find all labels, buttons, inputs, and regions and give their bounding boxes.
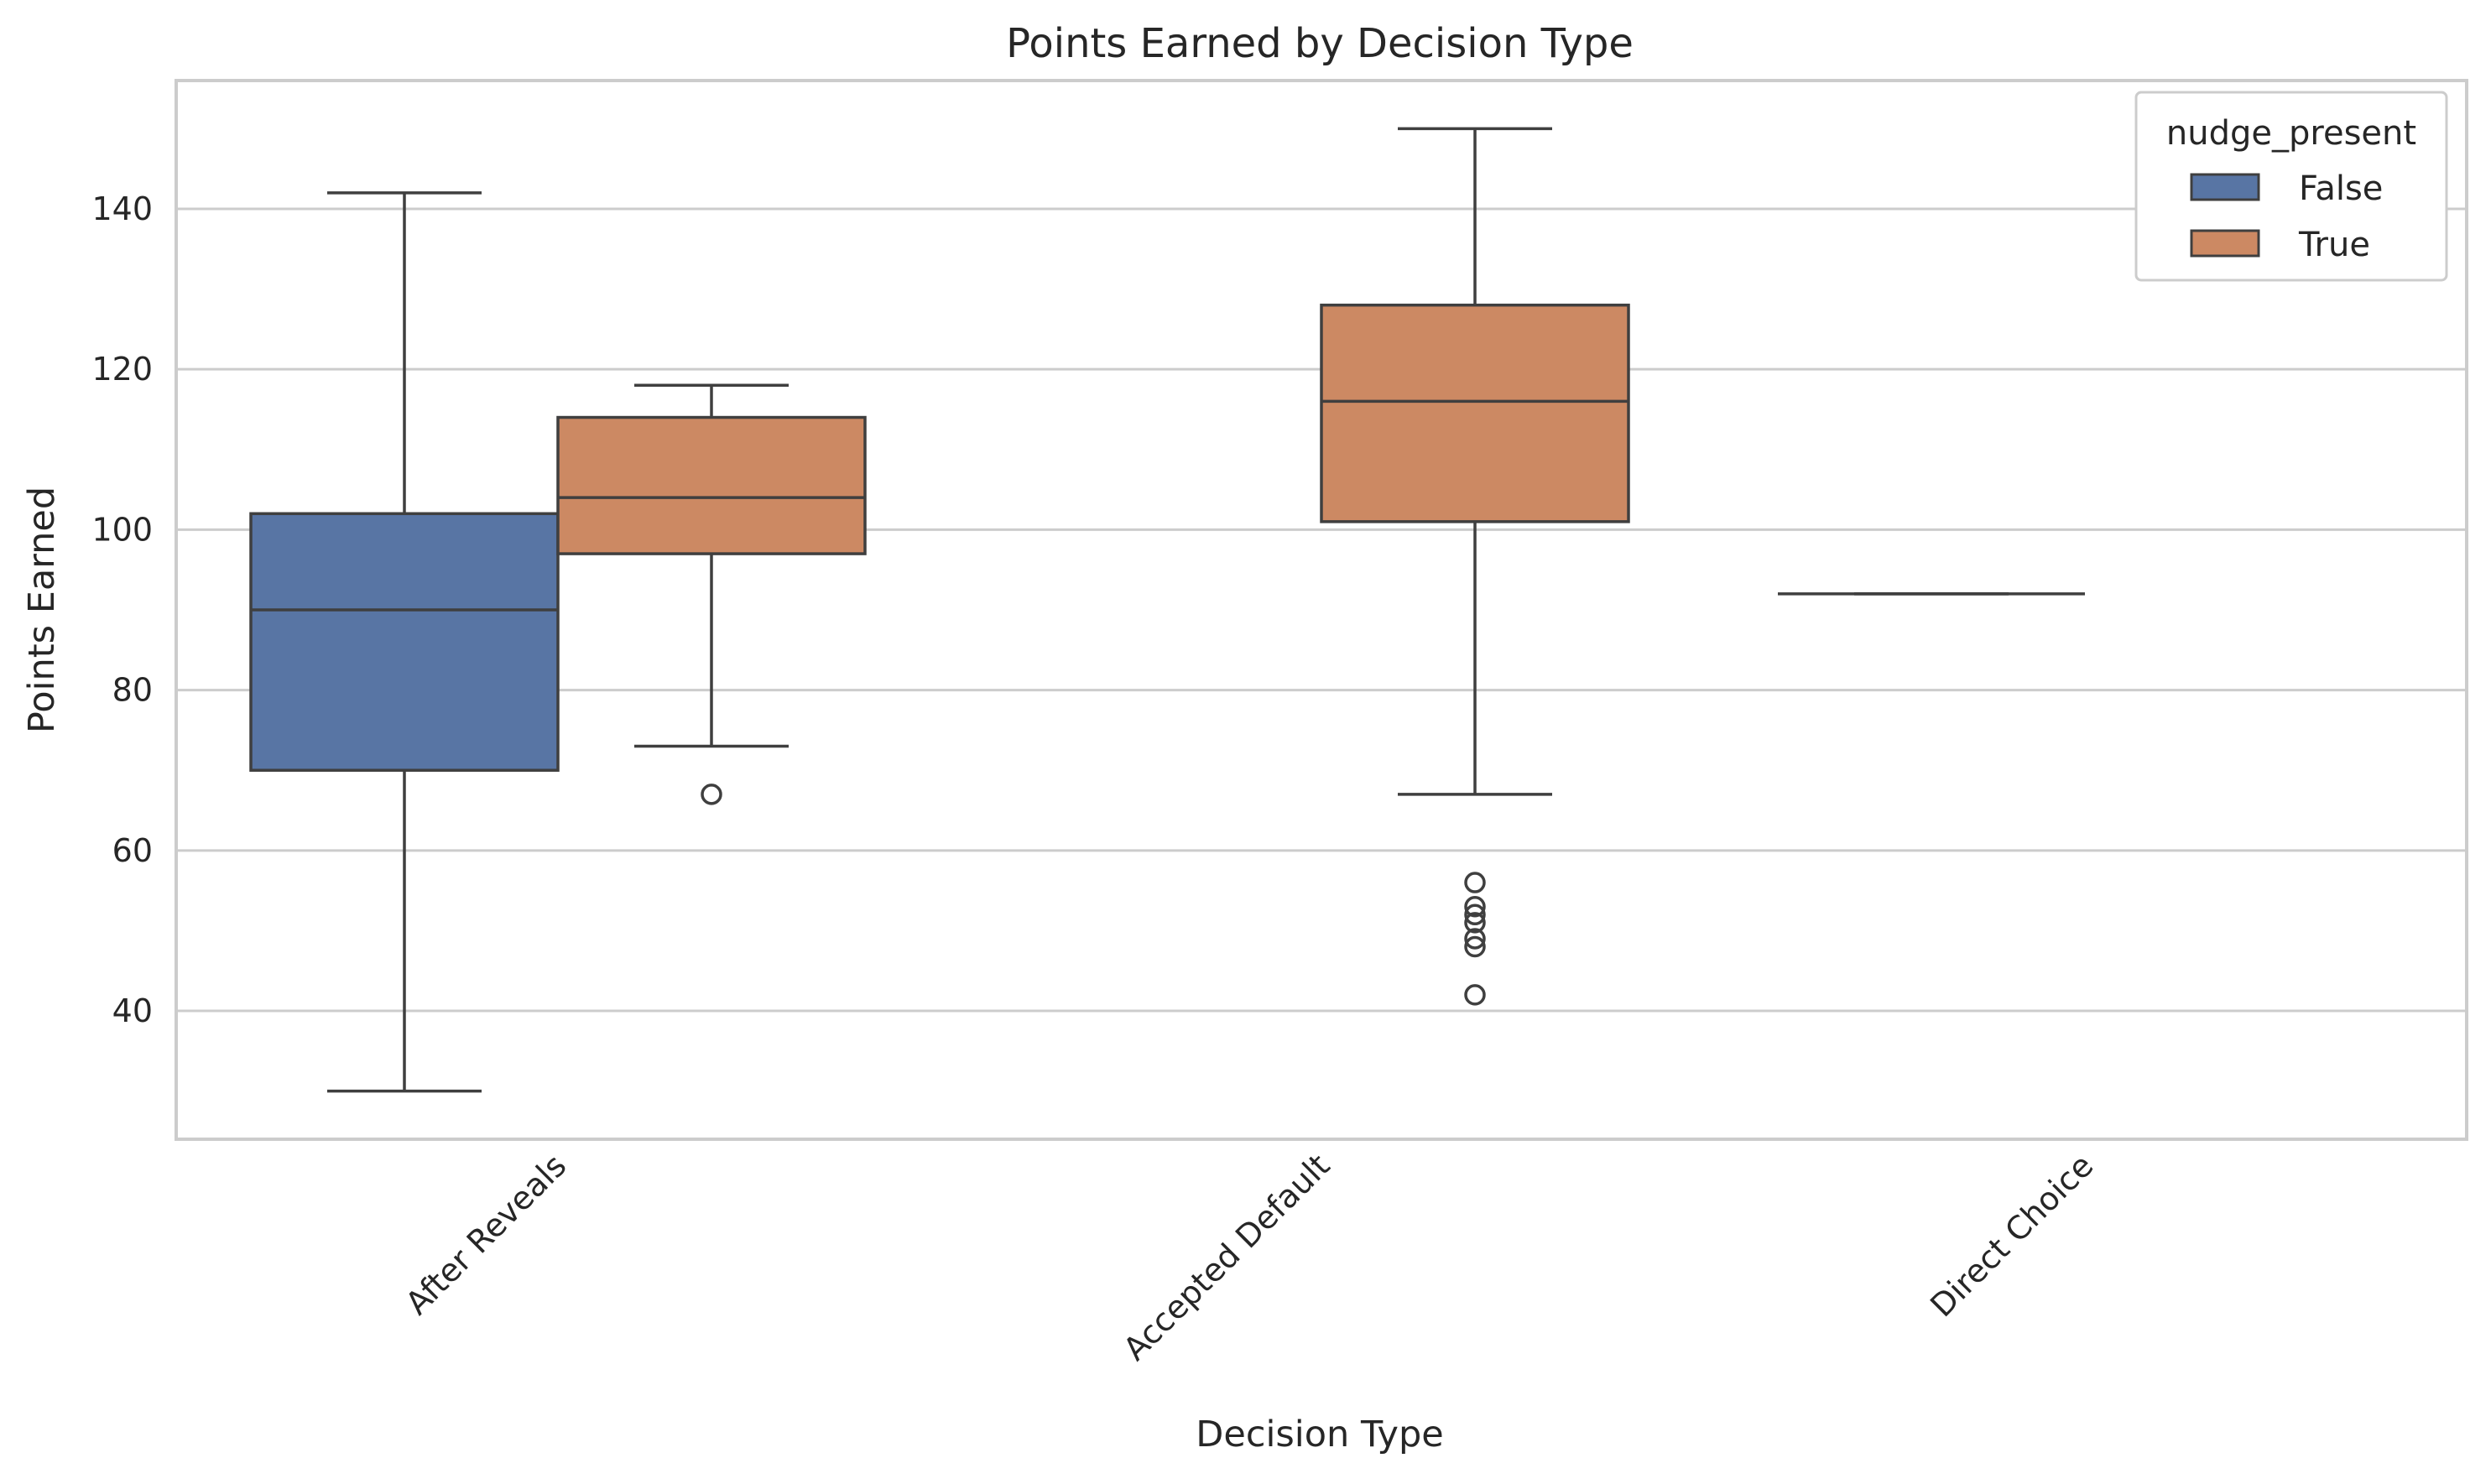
x-axis-label: Decision Type [1196, 1414, 1444, 1455]
legend-title: nudge_present [2166, 114, 2416, 153]
box-false-after-reveals [249, 191, 560, 1093]
y-axis-label: Points Earned [21, 487, 63, 733]
y-tick-120: 120 [91, 351, 153, 388]
x-tick-after-reveals: After Reveals [399, 1147, 574, 1322]
x-tick-direct-choice: Direct Choice [1923, 1147, 2100, 1324]
y-tick-140: 140 [91, 190, 153, 227]
y-tick-80: 80 [112, 672, 153, 709]
box-true-accepted-default [1320, 127, 1630, 1006]
outlier-point [1464, 872, 1486, 893]
iqr-box [249, 512, 560, 772]
plot-frame [175, 79, 2468, 1141]
outlier-point [1464, 903, 1486, 926]
chart-title: Points Earned by Decision Type [1006, 20, 1634, 67]
outlier-point [1464, 984, 1486, 1006]
x-tick-accepted-default: Accepted Default [1116, 1147, 1337, 1367]
outlier-point [1464, 935, 1486, 958]
y-tick-60: 60 [112, 832, 153, 869]
legend: nudge_present False True [2134, 91, 2448, 282]
iqr-box [556, 415, 867, 555]
y-tick-40: 40 [112, 992, 153, 1029]
legend-label-true: True [2298, 226, 2370, 264]
y-tick-labels: 40 60 80 100 120 140 [91, 190, 153, 1029]
legend-label-false: False [2299, 169, 2383, 208]
boxes [249, 127, 2085, 1093]
legend-swatch-false [2190, 173, 2260, 201]
outlier-point [701, 784, 722, 805]
iqr-box [1320, 303, 1630, 523]
legend-swatch-true [2190, 229, 2260, 258]
box-true-after-reveals [556, 383, 867, 805]
x-tick-labels: After Reveals Accepted Default Direct Choi… [399, 1147, 2101, 1367]
outlier-point [1464, 912, 1486, 934]
outlier-point [1464, 928, 1486, 950]
outlier-point [1464, 895, 1486, 918]
y-tick-100: 100 [91, 511, 153, 548]
